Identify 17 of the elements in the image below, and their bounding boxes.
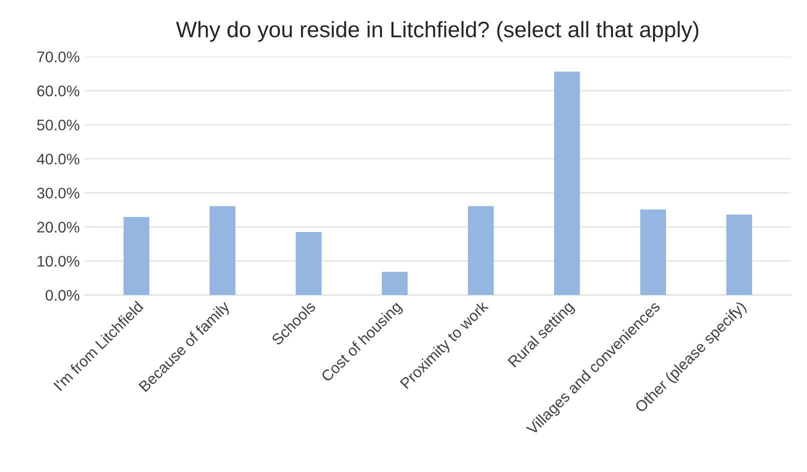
y-tick-label: 0.0% [46, 290, 80, 301]
y-tick-label: 60.0% [37, 86, 80, 96]
bar [726, 214, 752, 295]
bar [640, 210, 666, 295]
y-tick-label: 10.0% [38, 256, 80, 267]
bar [382, 272, 408, 295]
y-tick-label: 20.0% [37, 222, 80, 233]
chart-title: Why do you reside in Litchfield? (select all that apply) [176, 21, 698, 42]
bar [554, 72, 580, 295]
bar [296, 232, 322, 295]
bar [123, 217, 150, 295]
bar [468, 206, 494, 295]
y-tick-label: 50.0% [37, 120, 80, 130]
bar [210, 206, 236, 295]
y-tick-label: 30.0% [37, 188, 80, 199]
y-tick-label: 70.0% [37, 52, 80, 62]
y-tick-label: 40.0% [36, 154, 80, 164]
